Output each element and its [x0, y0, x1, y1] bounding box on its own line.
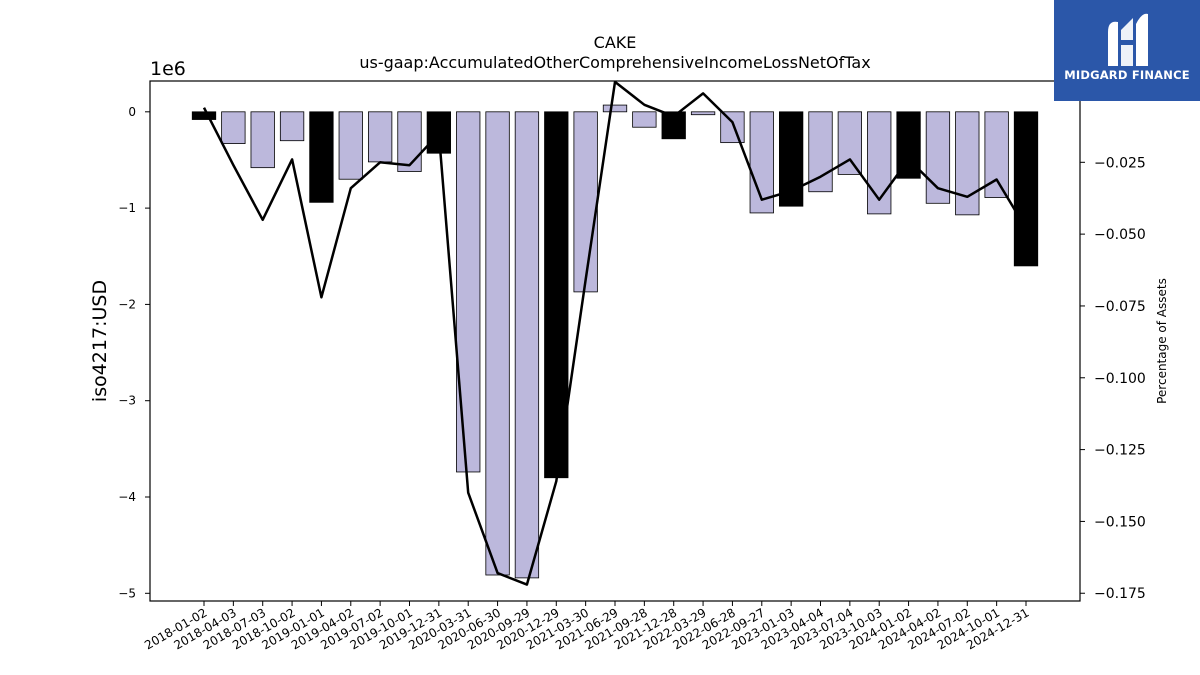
logo-text: MIDGARD FINANCE [1064, 68, 1190, 82]
bar-2020-03-31 [456, 111, 481, 473]
bars-layer [191, 104, 1039, 579]
bar-2024-01-02 [896, 111, 921, 179]
bar-2023-04-04 [808, 111, 833, 193]
y-tick-label: −1 [118, 201, 136, 215]
x-axis-ticks: 2018-01-022018-04-032018-07-032018-10-02… [142, 601, 1032, 652]
bar-2023-07-04 [837, 111, 862, 175]
y2-axis-label: Percentage of Assets [1155, 278, 1169, 404]
bar-2020-06-30 [485, 111, 510, 576]
bar-2019-01-01 [309, 111, 334, 203]
bar-2023-01-03 [779, 111, 804, 207]
bar-2018-07-03 [250, 111, 275, 169]
chart-title: CAKE [594, 33, 637, 52]
bar-2018-04-03 [221, 111, 246, 144]
y2-tick-label: −0.125 [1094, 443, 1146, 459]
bar-2021-06-29 [602, 104, 628, 113]
bar-2018-10-02 [279, 111, 305, 142]
bar-2020-09-29 [514, 111, 540, 579]
bar-2022-06-28 [720, 111, 745, 144]
y2-tick-label: −0.175 [1094, 586, 1146, 602]
y2-tick-label: −0.100 [1094, 371, 1146, 387]
chart-subtitle: us-gaap:AccumulatedOtherComprehensiveInc… [359, 53, 870, 72]
y-tick-label: −4 [118, 490, 136, 504]
y2-tick-label: −0.150 [1094, 514, 1146, 530]
bar-2021-03-30 [573, 111, 598, 293]
y-tick-label: −2 [118, 297, 136, 311]
bar-2024-12-31 [1013, 111, 1039, 267]
y2-tick-label: −0.075 [1094, 299, 1146, 315]
y-tick-label: −3 [118, 394, 136, 408]
line-layer [202, 80, 1028, 586]
bar-2019-10-01 [397, 111, 422, 172]
y2-tick-label: −0.025 [1094, 155, 1146, 171]
bar-2024-10-01 [984, 111, 1009, 198]
bar-2023-10-03 [867, 111, 892, 215]
y2-tick-label: −0.050 [1094, 227, 1146, 243]
bar-2021-09-28 [632, 111, 657, 128]
y-offset-label: 1e6 [150, 58, 186, 80]
midgard-finance-logo: MIDGARD FINANCE [1054, 0, 1200, 101]
bar-2024-07-02 [955, 111, 980, 216]
bar-2019-07-02 [367, 111, 393, 163]
left-axis-ticks: 0 −1 −2 −3 −4 −5 [118, 105, 150, 600]
bar-2021-12-28 [661, 111, 686, 140]
y-axis-label: iso4217:USD [89, 280, 111, 402]
bar-2022-03-29 [690, 111, 716, 116]
y-tick-label: −5 [118, 586, 136, 600]
bar-2019-04-02 [338, 111, 363, 180]
y-tick-label: 0 [128, 105, 136, 119]
bar-2024-04-02 [925, 111, 951, 204]
midgard-logo-icon [1108, 13, 1148, 66]
bar-2018-01-02 [191, 111, 217, 120]
right-axis-ticks: 0.000−0.025−0.050−0.075−0.100−0.125−0.15… [1080, 83, 1146, 602]
percentage-of-assets-line [202, 80, 1028, 586]
